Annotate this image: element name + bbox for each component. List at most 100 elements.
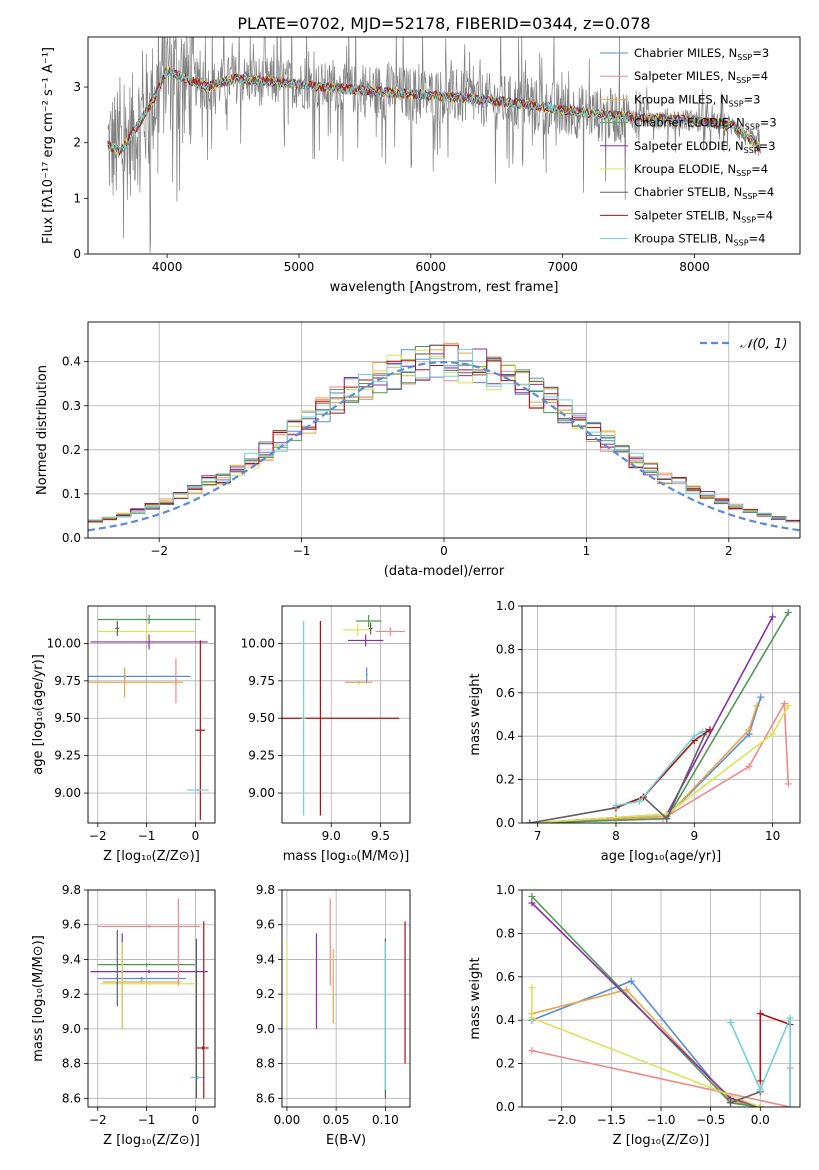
series-marker — [784, 702, 792, 710]
y-axis-label: age [log₁₀(age/yr)] — [31, 654, 46, 775]
x-tick-label: 5000 — [284, 260, 315, 274]
x-axis-label: Z [log₁₀(Z/Z⊙)] — [103, 849, 200, 864]
series-marker — [745, 763, 753, 771]
legend-label: Chabrier MILES, NSSP=3 — [634, 46, 769, 62]
grid — [522, 889, 800, 1108]
y-tick-label: 9.50 — [248, 711, 275, 725]
grid — [522, 605, 800, 824]
legend-label: Kroupa ELODIE, NSSP=4 — [634, 162, 768, 178]
plot-area — [286, 898, 406, 1099]
series-marker — [528, 893, 536, 901]
series-marker — [727, 1018, 734, 1026]
y-tick-label: 9.2 — [256, 987, 275, 1001]
x-tick-label: 7 — [534, 829, 542, 843]
x-tick-label: 1 — [583, 544, 591, 558]
gaussian-curve — [88, 360, 800, 532]
series-marker — [753, 702, 761, 710]
x-tick-label: 4000 — [152, 260, 183, 274]
x-axis-label: mass [log₁₀(M/M⊙)] — [283, 849, 410, 864]
x-tick-label: 0 — [192, 829, 200, 843]
x-tick-label: −2 — [150, 544, 168, 558]
plot-area — [526, 609, 792, 823]
y-tick-label: 9.2 — [62, 987, 81, 1001]
y-tick-label: 9.6 — [256, 918, 275, 932]
hist-7 — [88, 344, 800, 523]
y-tick-label: 1.0 — [496, 883, 515, 897]
y-tick-label: 9.4 — [256, 952, 275, 966]
x-axis-label: (data-model)/error — [384, 564, 505, 579]
y-axis-label: Flux [fλ10⁻¹⁷ erg cm⁻² s⁻¹ A⁻¹] — [41, 47, 56, 244]
y-tick-label: 8.8 — [62, 1057, 81, 1071]
plot-area — [88, 614, 209, 821]
series-marker — [769, 613, 777, 621]
plot-area — [107, 37, 761, 253]
y-tick-label: 0.6 — [496, 686, 515, 700]
y-tick-label: 9.4 — [62, 952, 81, 966]
y-tick-label: 10.00 — [241, 636, 275, 650]
series-marker — [756, 1010, 764, 1018]
y-tick-label: 9.25 — [54, 749, 81, 763]
y-axis-label: mass weight — [468, 673, 483, 755]
series-marker — [528, 1014, 536, 1022]
series-marker — [627, 977, 635, 985]
legend-label: Kroupa MILES, NSSP=3 — [634, 92, 760, 108]
series-marker — [635, 797, 643, 805]
panel-mass-weight-vs-age: 7 8 9 10 0.0 0.2 0.4 0.6 0.8 1.0 age [log₁₀(age/yr… — [468, 599, 801, 864]
series-marker — [784, 780, 792, 788]
x-tick-label: −1 — [138, 1113, 156, 1127]
y-axis-label: Normed distribution — [35, 365, 50, 495]
series-line-8 — [615, 731, 703, 807]
series-marker — [663, 815, 671, 823]
y-tick-label: 1.0 — [496, 599, 515, 613]
x-tick-label: 6000 — [416, 260, 447, 274]
x-axis-label: wavelength [Angstrom, rest frame] — [330, 280, 559, 295]
y-tick-label: 8.6 — [62, 1091, 81, 1105]
legend-label: Salpeter ELODIE, NSSP=3 — [634, 139, 776, 155]
x-tick-label: 2 — [725, 544, 733, 558]
x-tick-label: 9.0 — [322, 829, 341, 843]
series-marker — [528, 1047, 536, 1055]
x-tick-label: −1.5 — [597, 1113, 626, 1127]
series-marker — [784, 609, 792, 617]
y-axis-label: mass [log₁₀(M/M⊙)] — [31, 935, 46, 1062]
series-line-1 — [531, 988, 761, 1107]
series-marker — [727, 1099, 734, 1107]
series-marker — [526, 819, 534, 823]
x-axis-label: E(B-V) — [326, 1133, 366, 1148]
x-tick-label: −2.0 — [547, 1113, 576, 1127]
x-axis-label: Z [log₁₀(Z/Z⊙)] — [103, 1133, 200, 1148]
hist-8 — [88, 348, 800, 523]
x-tick-label: 0 — [192, 1113, 200, 1127]
y-tick-label: 9.8 — [62, 883, 81, 897]
y-tick-label: 9.0 — [256, 1022, 275, 1036]
x-tick-label: 0 — [440, 544, 448, 558]
y-tick-label: 0.1 — [62, 487, 81, 501]
y-tick-label: 8.8 — [256, 1057, 275, 1071]
x-tick-label: −2 — [89, 1113, 107, 1127]
y-tick-label: 9.8 — [256, 883, 275, 897]
axes-frame — [281, 889, 411, 1108]
axes-frame — [87, 605, 216, 824]
series-marker — [706, 726, 714, 734]
axes-frame — [281, 605, 411, 824]
series-marker — [780, 700, 788, 708]
x-tick-label: 0.00 — [274, 1113, 301, 1127]
series-marker — [757, 693, 765, 701]
x-tick-label: 0.0 — [751, 1113, 770, 1127]
x-tick-label: −1 — [138, 829, 156, 843]
panel-spectrum: 4000 5000 6000 7000 8000 0 1 2 3 wavelength [Angs… — [41, 36, 801, 295]
x-tick-label: 0.05 — [323, 1113, 350, 1127]
y-tick-label: 0.8 — [496, 642, 515, 656]
y-tick-label: 1 — [73, 191, 81, 205]
x-axis-label: Z [log₁₀(Z/Z⊙)] — [613, 1133, 710, 1148]
y-tick-label: 0.8 — [496, 926, 515, 940]
series-marker — [690, 732, 698, 740]
legend-label: Salpeter STELIB, NSSP=4 — [634, 208, 773, 224]
x-tick-label: −0.5 — [696, 1113, 725, 1127]
y-tick-label: 0.2 — [496, 1057, 515, 1071]
legend-label: Salpeter MILES, NSSP=4 — [634, 69, 768, 85]
series-marker — [756, 1103, 764, 1107]
axes-frame — [87, 321, 801, 539]
series-line-0 — [529, 696, 762, 823]
